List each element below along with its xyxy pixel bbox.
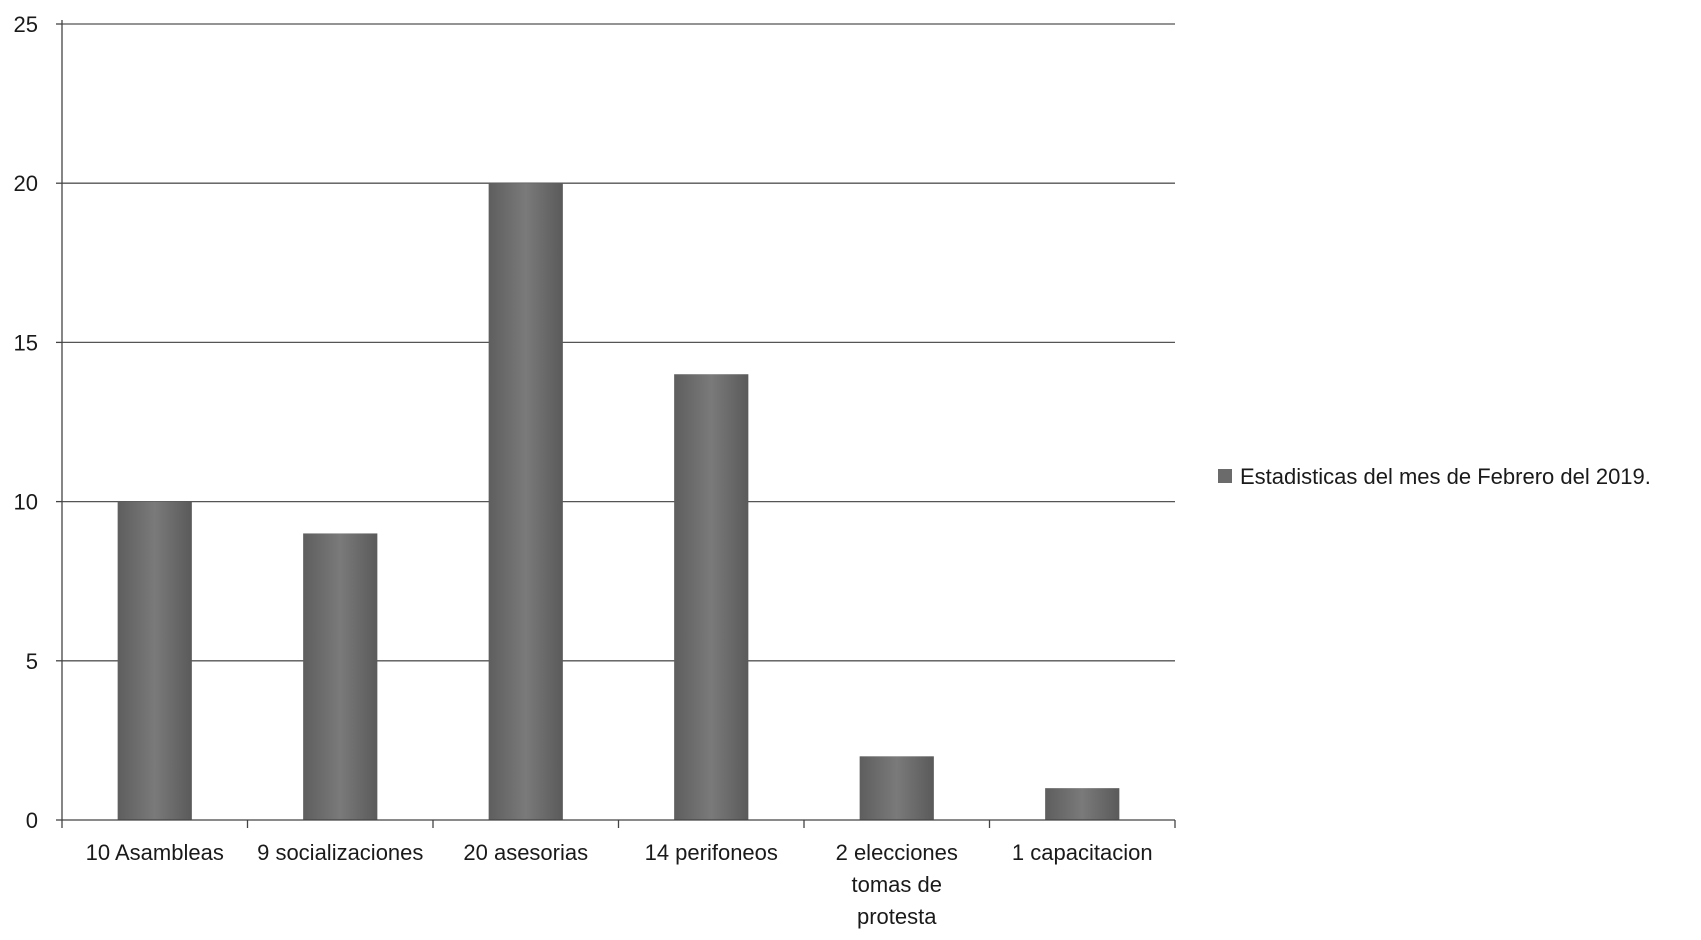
y-tick-label: 20: [14, 171, 38, 196]
x-category-label: 10 Asambleas: [86, 840, 224, 865]
x-category-label: 2 elecciones: [836, 840, 958, 865]
y-tick-label: 5: [26, 649, 38, 674]
x-category-label: protesta: [857, 904, 937, 929]
x-category-label: 1 capacitacion: [1012, 840, 1153, 865]
bar-1: [117, 501, 192, 820]
y-tick-label: 25: [14, 12, 38, 37]
gridlines: [62, 23, 1175, 662]
legend-label: Estadisticas del mes de Febrero del 2019…: [1240, 464, 1651, 489]
legend-swatch: [1218, 469, 1232, 483]
x-category-labels: 10 Asambleas 9 socializaciones 20 asesoria…: [86, 840, 1153, 929]
y-tick-labels: 0 5 10 15 20 25: [14, 12, 38, 833]
y-tick-label: 15: [14, 330, 38, 355]
bar-3: [488, 183, 563, 820]
x-category-label: tomas de: [852, 872, 943, 897]
legend: Estadisticas del mes de Febrero del 2019…: [1218, 464, 1651, 489]
bar-2: [303, 533, 378, 820]
bar-6: [1045, 788, 1120, 820]
bar-4: [674, 374, 749, 820]
bars: [117, 183, 1120, 820]
x-category-label: 9 socializaciones: [257, 840, 423, 865]
bar-5: [859, 756, 934, 820]
y-tick-label: 0: [26, 808, 38, 833]
y-tick-label: 10: [14, 490, 38, 515]
x-category-label: 14 perifoneos: [645, 840, 778, 865]
axes: [56, 20, 1176, 828]
x-category-label: 20 asesorias: [463, 840, 588, 865]
